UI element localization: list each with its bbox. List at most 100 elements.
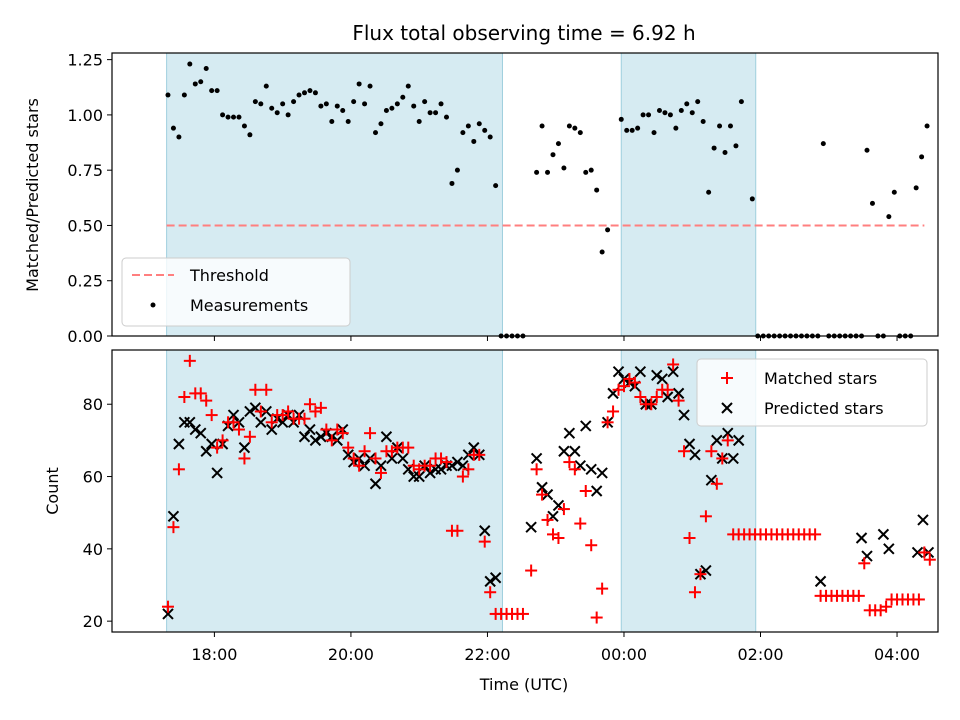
predicted-star-point — [162, 608, 174, 620]
count-y-tick-label: 20 — [83, 612, 103, 631]
predicted-star-point — [424, 467, 436, 479]
measurement-point — [820, 141, 826, 147]
measurement-point — [334, 103, 340, 109]
measurement-point — [594, 187, 600, 193]
legend-measurements-label: Measurements — [190, 296, 308, 315]
matched-star-point — [456, 470, 469, 483]
predicted-star-point — [276, 416, 289, 429]
measurement-point — [433, 110, 439, 116]
matched-star-point — [661, 383, 674, 396]
measurement-point — [280, 101, 286, 107]
matched-star-point — [557, 503, 570, 516]
measurement-point — [247, 132, 253, 138]
measurement-point — [539, 123, 545, 129]
measurement-point — [583, 169, 589, 175]
matched-star-point — [232, 423, 245, 436]
matched-star-point — [364, 427, 377, 440]
measurement-point — [577, 130, 583, 136]
matched-star-point — [568, 463, 581, 476]
matched-star-point — [172, 463, 185, 476]
measurement-point — [722, 149, 728, 155]
measurement-point — [405, 83, 411, 89]
x-axis-label: Time (UTC) — [479, 675, 568, 694]
matched-star-point — [552, 532, 565, 544]
measurement-point — [738, 99, 744, 105]
matched-star-point — [200, 394, 213, 407]
measurement-point — [252, 99, 258, 105]
measurement-point — [220, 112, 226, 118]
predicted-star-point — [563, 427, 576, 439]
matched-star-point — [645, 398, 658, 411]
measurement-point — [422, 99, 428, 105]
measurement-point — [605, 227, 611, 233]
measurement-point — [198, 79, 204, 85]
matched-star-point — [484, 586, 497, 599]
measurement-point — [706, 189, 712, 195]
matched-star-point — [374, 466, 387, 479]
matched-star-point — [585, 539, 598, 552]
matched-star-point — [880, 600, 893, 613]
measurement-point — [599, 249, 605, 255]
matched-star-point — [462, 463, 475, 476]
matched-star-point — [282, 405, 295, 418]
predicted-star-point — [727, 452, 739, 465]
count-y-tick-label: 60 — [83, 468, 103, 487]
measurement-point — [438, 101, 444, 107]
matched-star-point — [912, 593, 925, 606]
measurement-point — [646, 112, 652, 118]
matched-star-point — [205, 409, 218, 422]
predicted-star-point — [255, 416, 267, 429]
predicted-star-point — [227, 409, 240, 421]
measurement-point — [427, 110, 433, 116]
matched-star-point — [478, 535, 491, 548]
measurement-point — [465, 123, 471, 129]
matched-star-point — [298, 412, 311, 425]
measurement-point — [209, 88, 215, 94]
count-x-tick-label: 00:00 — [601, 645, 647, 664]
legend-predicted-label: Predicted stars — [764, 399, 884, 418]
matched-star-point — [516, 607, 529, 620]
matched-star-point — [650, 391, 663, 403]
matched-star-point — [325, 434, 338, 447]
measurement-point — [340, 107, 346, 113]
predicted-star-point — [375, 459, 387, 472]
ratio-y-tick-label: 1.25 — [67, 51, 103, 70]
matched-star-point — [216, 434, 229, 447]
matched-star-point — [563, 456, 576, 469]
predicted-star-point — [855, 532, 868, 544]
measurement-point — [651, 130, 657, 136]
matched-star-point — [574, 517, 587, 530]
measurement-point — [214, 88, 220, 94]
measurement-point — [285, 112, 291, 118]
predicted-star-point — [451, 456, 464, 468]
measurement-point — [588, 167, 594, 173]
measurement-point — [684, 101, 690, 107]
measurement-point — [545, 169, 551, 175]
measurement-point — [476, 121, 482, 127]
measurement-point — [667, 112, 673, 118]
measurement-point — [383, 107, 389, 113]
measurement-point — [258, 101, 264, 107]
predicted-star-point — [238, 441, 251, 454]
matched-star-point — [303, 398, 316, 411]
ratio-legend-box — [121, 257, 351, 327]
predicted-star-point — [917, 514, 929, 526]
measurement-point — [400, 94, 406, 100]
measurement-point — [482, 127, 488, 133]
measurement-point — [443, 114, 449, 120]
matched-star-point — [634, 391, 647, 403]
measurement-point — [291, 99, 297, 105]
measurement-point — [269, 105, 275, 111]
measurement-point — [550, 152, 556, 158]
legend-threshold-label: Threshold — [189, 266, 269, 285]
measurement-point — [700, 119, 706, 125]
matched-star-point — [541, 513, 554, 526]
matched-star-point — [265, 416, 278, 429]
predicted-star-point — [651, 369, 663, 382]
predicted-star-point — [678, 409, 690, 421]
measurement-point — [624, 127, 630, 133]
predicted-star-point — [184, 416, 196, 429]
matched-star-point — [342, 441, 355, 454]
observing-span-0 — [166, 349, 503, 633]
